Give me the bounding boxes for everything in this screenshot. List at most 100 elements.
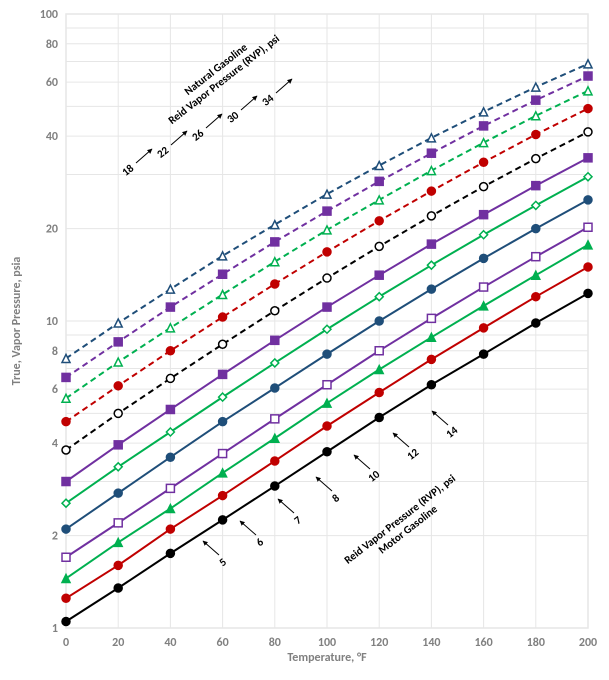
marker	[375, 317, 383, 325]
marker	[480, 139, 488, 147]
svg-text:1: 1	[52, 622, 58, 636]
marker	[375, 162, 383, 170]
marker	[323, 248, 331, 256]
marker	[271, 307, 279, 315]
marker	[480, 211, 488, 219]
marker	[323, 274, 331, 282]
marker	[62, 525, 70, 533]
svg-text:0: 0	[63, 636, 69, 650]
rvp-label-8: 8	[330, 491, 343, 505]
marker	[323, 226, 331, 234]
marker	[584, 173, 592, 181]
marker	[532, 112, 540, 120]
marker	[375, 177, 383, 185]
svg-text:60: 60	[46, 76, 58, 90]
marker	[271, 336, 279, 344]
marker	[584, 87, 592, 95]
marker	[62, 373, 70, 381]
marker	[532, 182, 540, 190]
marker	[271, 280, 279, 288]
svg-text:80: 80	[46, 38, 58, 52]
marker	[480, 350, 488, 358]
marker	[480, 108, 488, 116]
rvp-arrow-26	[206, 114, 222, 128]
svg-text:Reid Vapor Pressure (RVP), psi: Reid Vapor Pressure (RVP), psi	[342, 472, 459, 567]
marker	[114, 409, 122, 417]
marker	[114, 519, 122, 527]
marker	[375, 347, 383, 355]
chart-svg: 0204060801001201401601802001246810204060…	[0, 0, 609, 675]
marker	[375, 217, 383, 225]
marker	[480, 324, 488, 332]
svg-text:140: 140	[422, 636, 440, 650]
marker	[62, 478, 70, 486]
svg-text:100: 100	[40, 8, 58, 22]
marker	[427, 285, 435, 293]
motor-gasoline-label: Reid Vapor Pressure (RVP), psiMotor Gaso…	[342, 472, 467, 577]
marker	[114, 358, 122, 366]
marker	[323, 207, 331, 215]
marker	[323, 381, 331, 389]
marker	[427, 240, 435, 248]
rvp-arrow-6	[240, 521, 256, 535]
rvp-label-22: 22	[154, 143, 171, 160]
marker	[427, 149, 435, 157]
marker	[114, 338, 122, 346]
marker	[532, 293, 540, 301]
rvp-label-10: 10	[365, 467, 382, 484]
marker	[323, 350, 331, 358]
marker	[375, 242, 383, 250]
marker	[532, 225, 540, 233]
marker	[427, 314, 435, 322]
svg-text:40: 40	[164, 636, 176, 650]
marker	[480, 283, 488, 291]
rvp-label-6: 6	[254, 535, 267, 549]
rvp-arrow-8	[316, 477, 332, 491]
marker	[480, 183, 488, 191]
svg-text:8: 8	[52, 345, 58, 359]
marker	[532, 155, 540, 163]
marker	[532, 201, 540, 209]
marker	[219, 450, 227, 458]
marker	[114, 319, 122, 327]
svg-text:160: 160	[474, 636, 492, 650]
svg-text:6: 6	[52, 383, 58, 397]
rvp-label-14: 14	[443, 423, 460, 440]
marker	[114, 561, 122, 569]
marker	[271, 384, 279, 392]
marker	[584, 223, 592, 231]
natural-gasoline-label: Natural GasolineReid Vapor Pressure (RVP…	[158, 22, 283, 127]
marker	[323, 190, 331, 198]
marker	[166, 303, 174, 311]
rvp-arrow-10	[354, 455, 370, 469]
marker	[271, 238, 279, 246]
marker	[584, 105, 592, 113]
marker	[219, 340, 227, 348]
svg-text:40: 40	[46, 130, 58, 144]
marker	[62, 418, 70, 426]
marker	[166, 324, 174, 332]
svg-text:180: 180	[527, 636, 545, 650]
rvp-arrow-34	[276, 79, 292, 93]
marker	[480, 158, 488, 166]
marker	[166, 347, 174, 355]
marker	[219, 313, 227, 321]
marker	[375, 196, 383, 204]
marker	[323, 303, 331, 311]
marker	[427, 167, 435, 175]
marker	[532, 96, 540, 104]
rvp-arrow-5	[203, 541, 219, 555]
svg-text:Reid Vapor Pressure (RVP), psi: Reid Vapor Pressure (RVP), psi	[166, 32, 283, 127]
rvp-arrow-18	[136, 149, 152, 163]
marker	[532, 319, 540, 327]
svg-text:10: 10	[46, 315, 58, 329]
svg-text:60: 60	[217, 636, 229, 650]
rvp-label-26: 26	[189, 126, 206, 143]
marker	[323, 422, 331, 430]
marker	[584, 72, 592, 80]
marker	[532, 253, 540, 261]
rvp-label-12: 12	[404, 445, 421, 462]
marker	[480, 231, 488, 239]
rvp-arrow-7	[278, 499, 294, 513]
rvp-arrow-22	[171, 131, 187, 145]
